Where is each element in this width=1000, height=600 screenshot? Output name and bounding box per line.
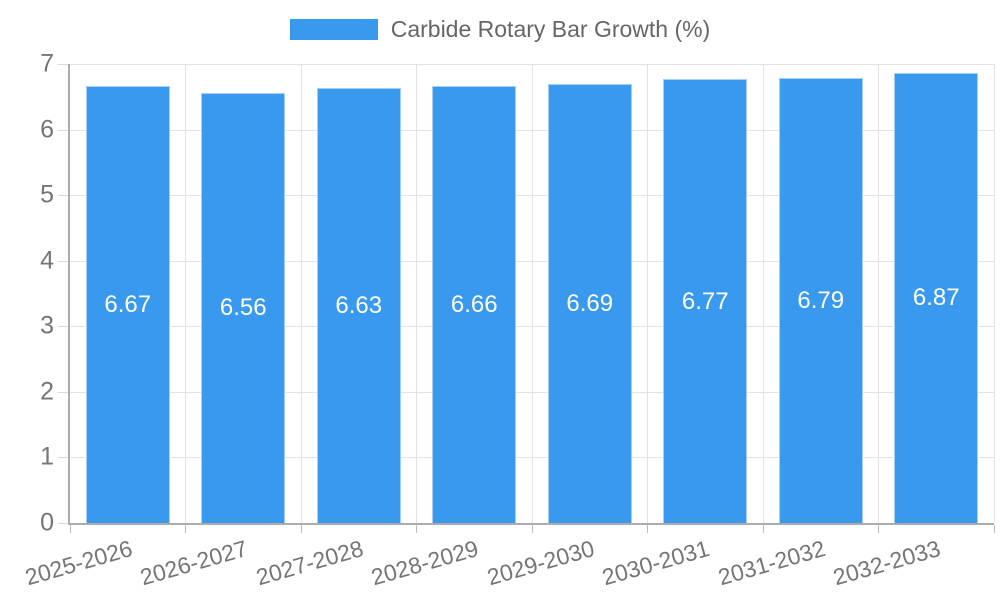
x-axis-tick-mark bbox=[993, 525, 995, 533]
x-axis-tick-mark bbox=[762, 525, 764, 533]
y-axis-tick-mark bbox=[58, 391, 68, 393]
legend-swatch bbox=[289, 19, 378, 40]
gridline-vertical bbox=[993, 64, 995, 523]
plot-area: 0 1 2 3 4 5 6 7 6.67 2025-2026 6.56 2026-2027 6.63 20… bbox=[22, 50, 995, 590]
x-axis-tick-label: 2027-2028 bbox=[253, 535, 366, 591]
x-axis-tick-label: 2026-2027 bbox=[137, 535, 251, 591]
y-axis-tick-label: 5 bbox=[40, 180, 54, 209]
bar: 6.77 bbox=[663, 79, 748, 523]
x-axis-tick-mark bbox=[531, 525, 533, 533]
y-axis-tick-mark bbox=[58, 129, 68, 131]
gridline-vertical bbox=[647, 64, 648, 523]
gridline-vertical bbox=[762, 64, 764, 523]
y-axis-tick-label: 0 bbox=[40, 508, 54, 537]
y-axis-tick-mark bbox=[58, 195, 68, 197]
x-axis-tick-label: 2030-2031 bbox=[599, 535, 713, 591]
y-axis-tick-mark bbox=[58, 64, 68, 65]
bar: 6.69 bbox=[547, 84, 632, 523]
bar-value-label: 6.66 bbox=[450, 291, 498, 319]
gridline-vertical bbox=[185, 64, 186, 523]
x-axis-tick-label: 2032-2033 bbox=[830, 535, 944, 591]
x-axis-tick-label: 2025-2026 bbox=[22, 535, 135, 591]
gridline-vertical bbox=[416, 64, 417, 523]
bar: 6.67 bbox=[85, 85, 170, 523]
y-axis-tick-mark bbox=[58, 326, 68, 328]
y-axis-tick-mark bbox=[58, 457, 68, 459]
bar: 6.63 bbox=[316, 88, 401, 523]
bar-value-label: 6.63 bbox=[335, 292, 383, 320]
x-axis-tick-label: 2028-2029 bbox=[368, 535, 482, 591]
legend-label: Carbide Rotary Bar Growth (%) bbox=[390, 16, 711, 42]
y-axis-tick-label: 3 bbox=[40, 311, 54, 340]
chart-legend: Carbide Rotary Bar Growth (%) bbox=[0, 16, 1000, 43]
bar-value-label: 6.77 bbox=[681, 287, 729, 315]
bar-value-label: 6.56 bbox=[219, 294, 267, 322]
x-axis-tick-mark bbox=[69, 525, 71, 533]
bar: 6.79 bbox=[778, 77, 863, 523]
x-axis-tick-mark bbox=[647, 525, 648, 533]
x-axis-tick-mark bbox=[878, 525, 879, 533]
gridline-vertical bbox=[878, 64, 879, 523]
bar-value-label: 6.79 bbox=[797, 286, 845, 314]
y-axis-tick-mark bbox=[58, 523, 68, 524]
x-axis-tick-mark bbox=[185, 525, 186, 533]
y-axis-tick-mark bbox=[58, 260, 68, 262]
x-axis-tick-label: 2029-2030 bbox=[484, 535, 597, 591]
bar-value-label: 6.67 bbox=[104, 290, 152, 318]
y-axis-tick-label: 4 bbox=[40, 246, 54, 275]
bar-value-label: 6.87 bbox=[912, 284, 960, 312]
x-axis-tick-label: 2031-2032 bbox=[715, 535, 828, 591]
bar: 6.56 bbox=[201, 92, 286, 523]
gridline-vertical bbox=[300, 64, 302, 523]
bar: 6.66 bbox=[432, 86, 517, 523]
bar-value-label: 6.69 bbox=[566, 290, 614, 318]
y-axis-tick-label: 6 bbox=[40, 115, 54, 144]
bar: 6.87 bbox=[894, 72, 979, 523]
x-axis-tick-mark bbox=[416, 525, 417, 533]
legend-item[interactable]: Carbide Rotary Bar Growth (%) bbox=[289, 16, 711, 43]
x-axis-tick-mark bbox=[300, 525, 302, 533]
y-axis-tick-label: 1 bbox=[40, 442, 54, 471]
gridline-vertical bbox=[531, 64, 533, 523]
y-axis-tick-label: 7 bbox=[40, 49, 54, 78]
y-axis-tick-label: 2 bbox=[40, 377, 54, 406]
